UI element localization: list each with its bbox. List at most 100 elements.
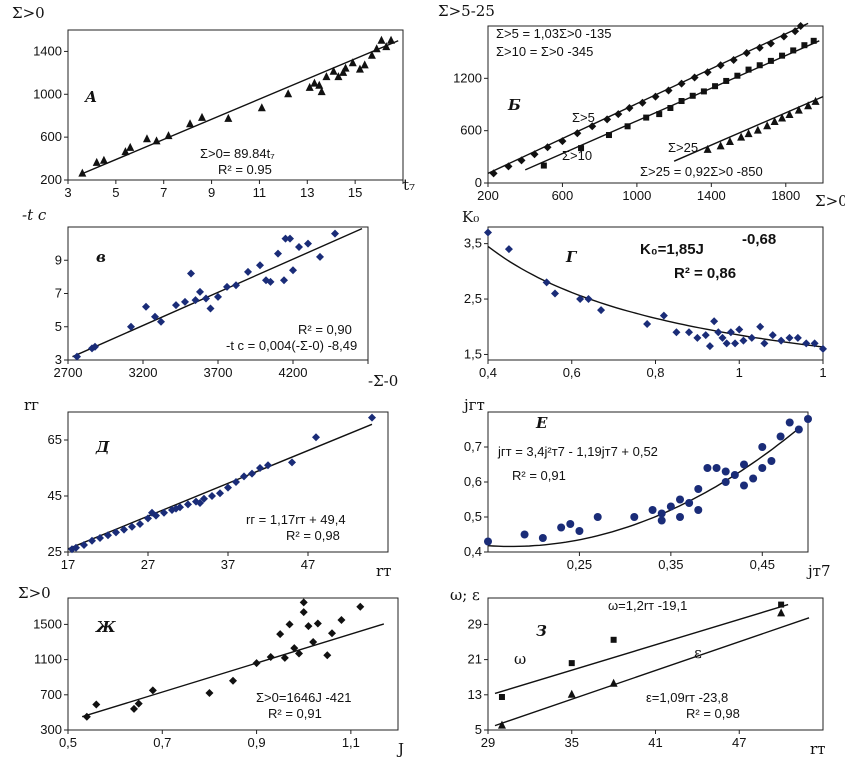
panel-d-letter: Д <box>95 438 110 456</box>
panel-a-point <box>377 35 386 44</box>
panel-v-r2: R² = 0,90 <box>298 322 352 337</box>
panel-d-xtick-label: 37 <box>221 557 235 572</box>
panel-e-point <box>575 527 584 535</box>
panel-g-r2: R² = 0,86 <box>674 265 736 282</box>
panel-v-point <box>151 312 159 321</box>
panel-b-ylabel: Σ>5-25 <box>438 2 495 20</box>
panel-e-point <box>794 425 803 434</box>
panel-a-point <box>257 103 266 112</box>
panel-a-point <box>284 89 293 98</box>
panel-b-ytick-label: 0 <box>475 175 482 190</box>
panel-e-point <box>648 506 657 514</box>
panel-zh-point <box>313 619 322 628</box>
panel-z-xtick-label: 29 <box>481 735 495 750</box>
panel-z-xtick-label: 41 <box>648 735 662 750</box>
panel-a-point <box>367 50 376 59</box>
panel-e-ytick-label: 0,6 <box>464 474 482 489</box>
panel-v-point <box>91 342 99 351</box>
panel-b-point <box>811 96 820 105</box>
panel-z-trendline <box>494 617 810 727</box>
panel-zh-ytick-label: 700 <box>40 687 62 702</box>
panel-a-xlabel: t₇ <box>403 176 415 194</box>
panel-v-point <box>274 249 282 258</box>
panel-b-point <box>756 62 763 69</box>
panel-v-xtick-label: 2700 <box>54 365 83 380</box>
panel-b-point <box>755 43 764 52</box>
panel-e-point <box>630 513 639 521</box>
panel-a-point <box>382 42 391 51</box>
panel-g-point <box>484 228 492 237</box>
panel-b-point <box>703 68 712 77</box>
panel-b-point <box>578 145 585 152</box>
panel-v-point <box>244 267 252 276</box>
panel-a-point <box>339 67 348 76</box>
panel-g-point <box>576 295 585 304</box>
panel-b-point <box>729 56 738 65</box>
panel-e-point <box>694 485 703 493</box>
panel-b-point <box>712 83 719 90</box>
panel-g-point <box>785 333 794 342</box>
panel-v-point <box>214 292 222 301</box>
panel-b-point <box>734 72 741 79</box>
panel-e-ytick-label: 0,4 <box>464 544 482 559</box>
panel-zh-point <box>299 598 308 607</box>
panel-b-point <box>725 137 734 146</box>
panel-a-point <box>142 134 151 143</box>
panel-b-point <box>689 92 696 99</box>
panel-zh-xtick-label: 1,1 <box>342 735 360 750</box>
panel-g-trendline <box>487 245 824 348</box>
panel-g-point <box>726 328 735 337</box>
panel-b-point <box>745 66 752 73</box>
panel-v-point <box>202 294 210 303</box>
panel-a-point <box>360 60 369 69</box>
panel-e-point <box>538 534 547 542</box>
panel-d-xtick-label: 27 <box>141 557 155 572</box>
panel-g-point <box>793 333 802 342</box>
panel-g-point <box>584 295 593 304</box>
panel-g-point <box>705 342 714 351</box>
panel-v-point <box>266 277 275 286</box>
panel-d-point <box>184 500 192 509</box>
panel-g-point <box>739 336 748 345</box>
panel-b-point <box>605 132 612 139</box>
panel-zh-point <box>266 652 275 661</box>
panel-zh-point <box>323 651 332 660</box>
panel-a-ytick-label: 1000 <box>33 86 62 101</box>
panel-a-xtick-label: 3 <box>64 185 71 200</box>
panel-e-ytick-label: 0,5 <box>464 509 482 524</box>
panel-z-xlabel: rт <box>810 740 825 758</box>
panel-a-xtick-label: 9 <box>208 185 215 200</box>
panel-v-point <box>206 304 215 313</box>
panel-b-trendline <box>673 96 824 162</box>
panel-b-letter: Б <box>507 96 521 114</box>
panel-e-ytick-label: 0,7 <box>464 439 482 454</box>
panel-b-point <box>770 116 779 125</box>
panel-g-letter: Г <box>565 248 578 266</box>
panel-e-point <box>566 520 575 528</box>
panel-v-point <box>196 287 204 296</box>
panel-v-letter: в <box>96 248 106 266</box>
panel-v-equation: -t c = 0,004(-Σ-0) -8,49 <box>226 338 357 353</box>
panel-z-r2: R² = 0,98 <box>686 706 740 721</box>
panel-b-point <box>558 137 567 146</box>
panel-d-point <box>200 494 208 503</box>
panel-e-point <box>785 418 794 427</box>
panel-b-point <box>504 162 513 171</box>
panel-a-point <box>224 113 233 122</box>
panel-b-xtick-label: 1800 <box>771 188 800 203</box>
panel-b-point <box>716 141 725 150</box>
panel-zh-point <box>280 653 289 662</box>
panel-e-point <box>520 530 529 539</box>
panel-e-point <box>740 481 748 490</box>
panel-b-point <box>766 39 775 48</box>
panel-a-trendline <box>79 40 399 176</box>
panel-e-point <box>721 467 730 476</box>
panel-g-point <box>760 339 769 348</box>
panel-z-point <box>778 601 785 608</box>
panel-v-point <box>181 297 189 306</box>
panel-a-point <box>329 66 338 75</box>
panel-zh-point <box>337 616 346 624</box>
panel-b-point <box>801 42 808 49</box>
panel-b-eq-10: Σ>10 = Σ>0 -345 <box>496 44 593 59</box>
panel-g-point <box>685 328 693 337</box>
